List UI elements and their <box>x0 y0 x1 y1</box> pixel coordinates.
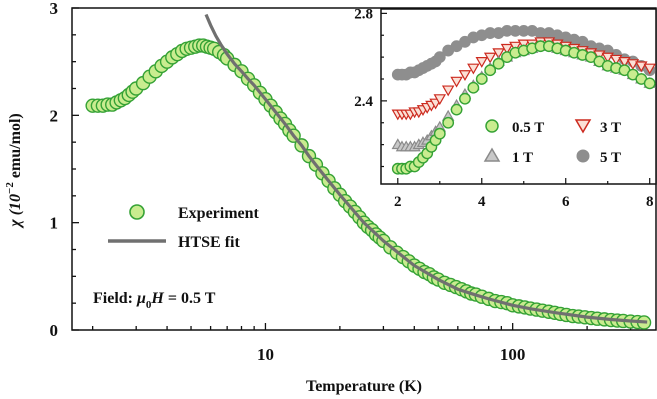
field-annotation-h: H <box>150 290 164 307</box>
field-annotation-prefix: Field: <box>93 290 137 307</box>
inset-legend-1t-marker <box>483 147 501 162</box>
x-axis-title: Temperature (K) <box>306 378 422 395</box>
htse-fit-line <box>204 13 648 324</box>
inset-point-3-t <box>500 43 514 55</box>
inset-axis-ticks: 2.4 2.8 2 4 6 8 <box>354 6 653 210</box>
inset-x-tick-label: 8 <box>646 194 654 210</box>
inset-point-0-5-t <box>459 92 471 105</box>
legend-experiment-marker <box>129 204 145 220</box>
inset-legend-5t-label: 5 T <box>600 150 621 166</box>
main-axis-ticks: 0 1 2 3 10 100 <box>50 0 632 364</box>
y-tick-label: 2 <box>50 106 59 125</box>
inset-point-3-t <box>483 52 497 64</box>
inset-point-3-t <box>475 57 488 68</box>
inset-x-tick-label: 4 <box>478 194 486 210</box>
x-tick-label: 100 <box>500 345 526 364</box>
inset-point-0-5-t <box>433 127 446 140</box>
inset-y-tick-label: 2.8 <box>354 6 373 22</box>
inset-legend-3t-marker <box>574 119 592 134</box>
inset-point-3-t <box>643 63 656 75</box>
y-axis-title-prefix: χ (10 <box>7 194 24 229</box>
inset-point-0-5-t <box>442 116 455 129</box>
y-tick-label: 0 <box>50 321 59 340</box>
inset-point-0-5-t <box>643 77 656 90</box>
inset-legend-0-5t-label: 0.5 T <box>512 120 544 136</box>
inset-point-0-5-t <box>475 73 488 85</box>
inset-legend-1t-label: 1 T <box>512 150 533 166</box>
inset-y-tick-label: 2.4 <box>354 94 373 110</box>
inset-legend: 0.5 T 3 T 1 T 5 T <box>483 119 621 166</box>
inset-legend-0-5t-marker <box>485 119 499 133</box>
inset-point-5-t <box>433 51 446 64</box>
inset-x-tick-label: 2 <box>394 194 402 210</box>
inset-point-3-t <box>467 63 480 75</box>
legend-experiment-label: Experiment <box>178 205 260 222</box>
main-plot: 0 1 2 3 10 100 Temperature (K) χ (10−2 emu/mo… <box>4 0 657 395</box>
legend-htse-label: HTSE fit <box>178 234 240 251</box>
inset-point-0-5-t <box>484 64 497 77</box>
y-tick-label: 1 <box>50 214 59 233</box>
inset-point-0-5-t <box>492 57 505 70</box>
x-tick-label: 10 <box>257 345 274 364</box>
field-annotation-suffix: = 0.5 T <box>164 290 216 307</box>
inset-point-3-t <box>433 94 447 106</box>
inset-point-3-t <box>458 70 472 82</box>
field-annotation-subscript: 0 <box>146 299 152 311</box>
inset-point-3-t <box>450 76 463 88</box>
y-tick-label: 3 <box>50 0 59 18</box>
field-annotation-mu: μ <box>136 290 146 307</box>
y-axis-title-suffix: emu/mol) <box>7 113 24 182</box>
inset-series-layer <box>391 24 656 175</box>
field-annotation: Field: μ0H = 0.5 T <box>93 290 216 311</box>
main-legend: Experiment HTSE fit <box>108 204 260 251</box>
inset-point-3-t <box>441 85 455 97</box>
inset-point-3-t <box>492 48 505 60</box>
inset-point-0-5-t <box>467 81 480 94</box>
inset-legend-5t-marker <box>576 149 590 163</box>
inset-legend-3t-label: 3 T <box>600 120 621 136</box>
inset-point-0-5-t <box>450 103 463 116</box>
inset-x-tick-label: 6 <box>562 194 570 210</box>
y-axis-title-exponent: −2 <box>4 182 16 194</box>
main-series-layer <box>85 13 652 330</box>
inset-plot: 2.4 2.8 2 4 6 8 0.5 T 3 T 1 T 5 T <box>354 6 657 210</box>
y-axis-title: χ (10−2 emu/mol) <box>4 113 24 228</box>
